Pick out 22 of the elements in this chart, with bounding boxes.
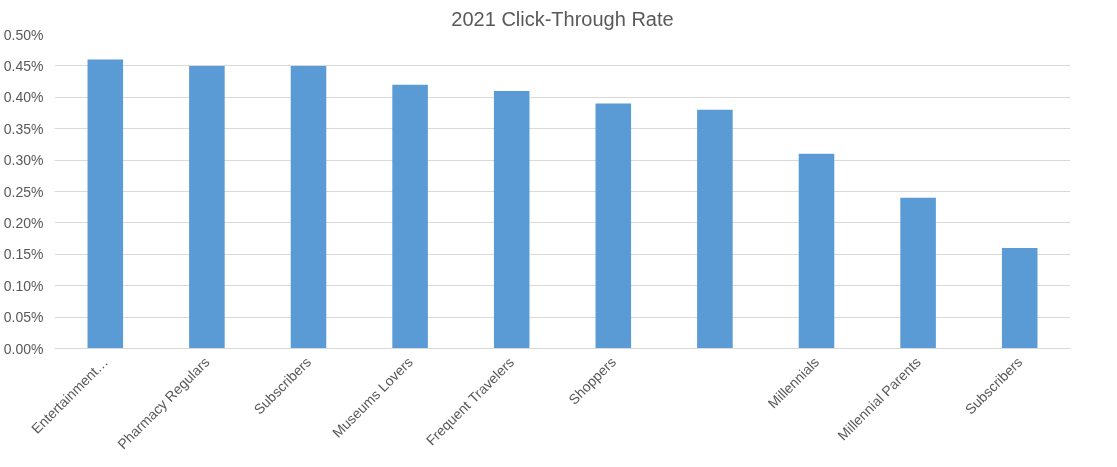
y-tick-label: 0.05% [3,309,44,326]
y-tick-label: 0.35% [3,120,44,137]
bar [189,65,225,349]
y-tick-label: 0.30% [3,152,44,169]
chart-title: 2021 Click-Through Rate [451,7,674,30]
y-tick-label: 0.20% [3,214,44,231]
bar [493,91,530,349]
bar [1001,248,1038,349]
y-tick-label: 0.40% [3,89,44,106]
bar [87,59,124,349]
y-tick-label: 0.50% [3,26,44,43]
bar [392,84,428,349]
y-tick-label: 0.10% [3,277,44,294]
bar [900,197,936,349]
y-tick-label: 0.00% [3,340,44,357]
y-tick-label: 0.15% [3,246,44,263]
bar [595,103,632,349]
y-tick-label: 0.25% [3,183,44,200]
bar [697,109,733,349]
bar [798,153,835,349]
y-tick-label: 0.45% [3,57,44,74]
bar [290,65,327,349]
